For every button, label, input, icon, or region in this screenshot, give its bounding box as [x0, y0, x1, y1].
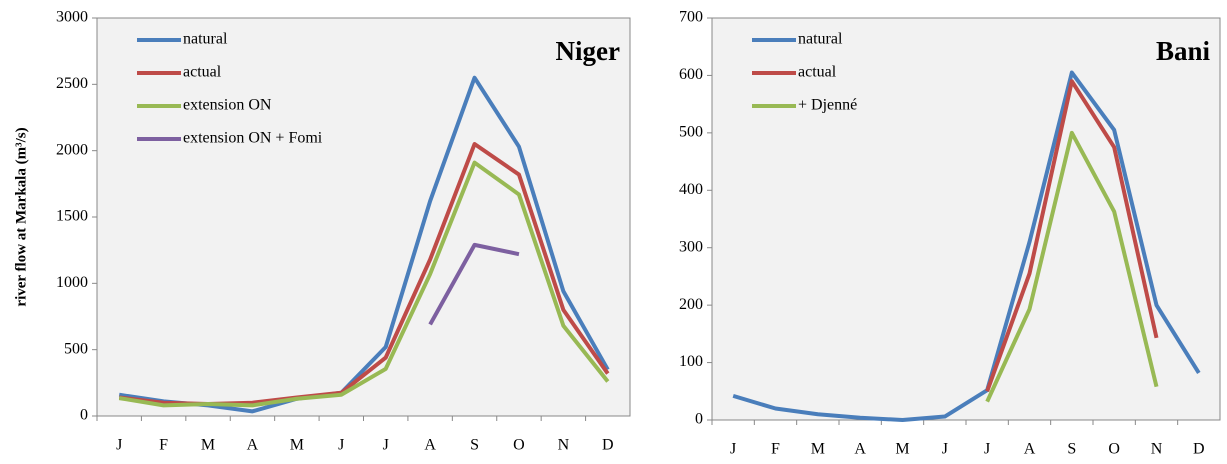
- x-tick-label: M: [811, 441, 825, 458]
- series-line: [985, 130, 1159, 403]
- x-tick-label: A: [1024, 441, 1036, 458]
- x-tick-label: A: [854, 441, 866, 458]
- y-axis-label: river flow at Markala (m³/s): [13, 127, 29, 306]
- y-tick-label: 0: [695, 411, 703, 428]
- x-tick-label: D: [1193, 441, 1205, 458]
- y-tick-label: 2000: [56, 141, 88, 158]
- x-tick-label: M: [201, 437, 215, 454]
- legend-label: natural: [183, 31, 228, 48]
- legend-label: actual: [798, 64, 837, 81]
- y-tick-label: 1500: [56, 208, 88, 225]
- y-tick-label: 3000: [56, 9, 88, 26]
- y-tick-label: 500: [679, 124, 703, 141]
- y-tick-label: 700: [679, 9, 703, 26]
- x-tick-label: F: [771, 441, 780, 458]
- x-tick-label: O: [1108, 441, 1120, 458]
- x-tick-label: O: [513, 437, 525, 454]
- x-tick-label: A: [247, 437, 259, 454]
- x-tick-label: N: [558, 437, 570, 454]
- legend-label: natural: [798, 31, 843, 48]
- x-tick-label: J: [942, 441, 948, 458]
- y-tick-label: 500: [64, 340, 88, 357]
- x-tick-label: S: [470, 437, 479, 454]
- series-line: [118, 160, 610, 408]
- plot-area: [711, 17, 1221, 421]
- y-tick-label: 200: [679, 296, 703, 313]
- y-tick-label: 2500: [56, 75, 88, 92]
- x-tick-label: J: [338, 437, 344, 454]
- y-tick-label: 0: [80, 407, 88, 424]
- series-line: [732, 70, 1201, 422]
- x-tick-label: M: [290, 437, 304, 454]
- series-line: [428, 242, 520, 326]
- plot-area: [96, 17, 631, 417]
- x-tick-label: A: [424, 437, 436, 454]
- legend-label: extension ON: [183, 97, 272, 114]
- x-tick-label: N: [1151, 441, 1163, 458]
- legend-label: extension ON + Fomi: [183, 130, 323, 147]
- x-tick-label: M: [895, 441, 909, 458]
- y-tick-label: 600: [679, 66, 703, 83]
- chart-title: Niger: [556, 36, 620, 66]
- x-tick-label: J: [730, 441, 736, 458]
- x-tick-label: S: [1067, 441, 1076, 458]
- x-tick-label: J: [383, 437, 389, 454]
- legend-label: actual: [183, 64, 222, 81]
- x-tick-label: D: [602, 437, 614, 454]
- y-tick-label: 400: [679, 181, 703, 198]
- chart-title: Bani: [1156, 36, 1211, 66]
- y-tick-label: 300: [679, 238, 703, 255]
- x-tick-label: F: [159, 437, 168, 454]
- legend-label: + Djenné: [798, 97, 857, 114]
- series-line: [985, 79, 1159, 392]
- x-tick-label: J: [984, 441, 990, 458]
- y-tick-label: 100: [679, 353, 703, 370]
- y-tick-label: 1000: [56, 274, 88, 291]
- x-tick-label: J: [116, 437, 122, 454]
